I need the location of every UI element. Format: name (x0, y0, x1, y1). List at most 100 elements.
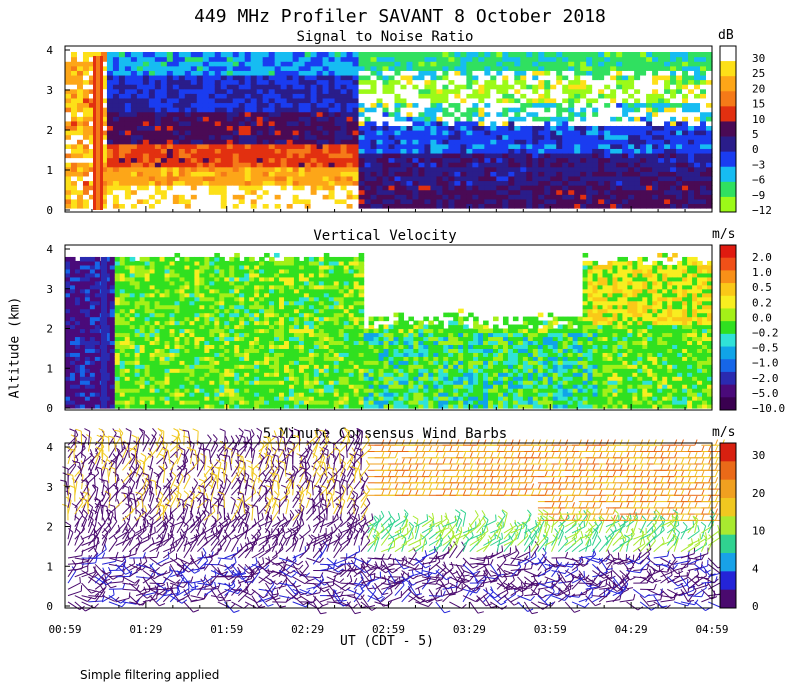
snr-cell (352, 74, 360, 81)
velocity-cell (89, 272, 96, 278)
snr-cell (226, 166, 234, 172)
velocity-cell (119, 368, 126, 373)
velocity-cell (164, 400, 171, 405)
snr-cell (556, 79, 563, 85)
snr-cell (280, 74, 288, 81)
velocity-cell (109, 384, 116, 389)
snr-cell (298, 56, 306, 62)
snr-cell (598, 185, 605, 191)
velocity-cell (89, 344, 96, 349)
snr-cell (394, 88, 402, 94)
snr-cell (118, 52, 126, 58)
velocity-cell (204, 348, 210, 353)
snr-cell (262, 166, 270, 172)
velocity-cell (74, 312, 81, 318)
snr-cell (430, 116, 438, 122)
snr-cell (82, 74, 90, 81)
snr-cell (376, 166, 384, 172)
snr-cell (244, 152, 252, 159)
snr-cell (274, 148, 282, 154)
snr-cell (250, 166, 258, 172)
snr-cell (112, 120, 120, 127)
snr-cell (304, 116, 312, 122)
snr-cell (124, 107, 132, 113)
velocity-cell (144, 388, 151, 393)
snr-cell (550, 162, 557, 168)
snr-cell (700, 52, 707, 58)
snr-cell (568, 175, 575, 182)
velocity-cell (189, 332, 195, 338)
snr-cell (328, 116, 336, 122)
snr-cell (676, 111, 683, 117)
snr-cell (520, 97, 527, 104)
velocity-cell (104, 336, 111, 342)
snr-cell (598, 180, 605, 186)
snr-cell (208, 171, 216, 177)
snr-cell (568, 97, 575, 104)
velocity-cell (65, 280, 71, 286)
snr-cell (286, 74, 294, 81)
snr-cell (202, 116, 210, 122)
snr-cell (220, 180, 228, 186)
snr-cell (448, 134, 455, 140)
snr-cell (604, 189, 611, 195)
velocity-cell (199, 308, 205, 314)
velocity-cell (149, 332, 156, 338)
snr-cell (310, 203, 318, 209)
velocity-cell (209, 384, 215, 389)
snr-cell (106, 102, 114, 108)
snr-cell (316, 171, 324, 177)
snr-cell (658, 70, 665, 76)
snr-cell (76, 107, 84, 113)
snr-cell (172, 198, 180, 205)
snr-cell (292, 134, 300, 140)
velocity-cell (194, 368, 200, 373)
snr-cell (244, 70, 252, 76)
snr-cell (190, 143, 198, 149)
snr-cell (466, 93, 473, 99)
snr-cell (202, 166, 210, 172)
snr-cell (214, 125, 222, 131)
snr-cell (406, 88, 414, 94)
snr-cell (508, 97, 515, 104)
snr-cell (88, 93, 96, 99)
snr-cell (232, 52, 240, 58)
velocity-cell (234, 328, 240, 334)
snr-cell (244, 139, 252, 145)
snr-cell (328, 189, 336, 195)
snr-cell (292, 125, 300, 131)
velocity-cell (199, 288, 205, 294)
snr-cell (358, 175, 366, 182)
snr-cell (208, 74, 216, 81)
snr-cell (400, 120, 408, 127)
snr-cell (652, 125, 659, 131)
snr-cell (568, 194, 575, 200)
snr-cell (694, 171, 701, 177)
snr-cell (202, 189, 210, 195)
snr-cell (706, 61, 713, 67)
snr-cell (538, 52, 545, 58)
snr-cell (334, 97, 342, 104)
snr-cell (160, 198, 168, 205)
velocity-cell (84, 328, 91, 334)
snr-cell (388, 61, 396, 67)
velocity-cell (65, 392, 71, 397)
snr-cell (526, 189, 533, 195)
snr-cell (364, 139, 372, 145)
snr-cell (532, 185, 539, 191)
velocity-cell (219, 332, 225, 338)
snr-cell (70, 130, 78, 136)
snr-cell (472, 93, 479, 99)
snr-cell (640, 171, 647, 177)
snr-cell (166, 180, 174, 186)
snr-cell (610, 116, 617, 122)
snr-cell (304, 198, 312, 205)
velocity-cell (219, 316, 225, 322)
snr-cell (178, 180, 186, 186)
snr-cell (400, 157, 408, 163)
snr-cell (412, 97, 420, 104)
velocity-cell (129, 400, 136, 405)
snr-cell (568, 88, 575, 94)
velocity-cell (65, 316, 71, 322)
snr-cell (352, 180, 360, 186)
